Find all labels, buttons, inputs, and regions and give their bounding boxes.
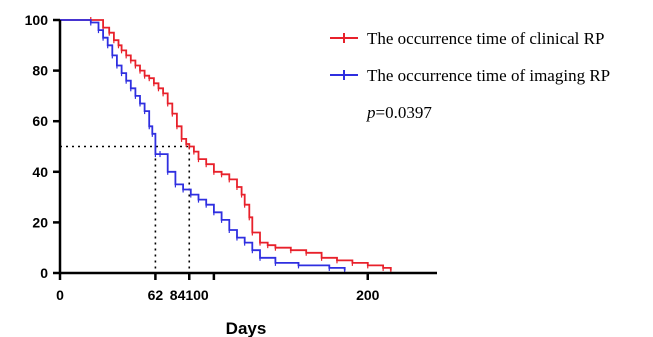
survival-curves bbox=[60, 17, 392, 274]
series-line-clinical bbox=[60, 19, 392, 271]
p-value-annotation: p=0.0397 bbox=[366, 103, 432, 122]
y-tick-label: 0 bbox=[40, 265, 48, 281]
y-tick-label: 40 bbox=[32, 164, 48, 180]
x-tick-label: 62 bbox=[148, 287, 164, 303]
axes bbox=[58, 20, 437, 275]
legend: The occurrence time of clinical RP The o… bbox=[330, 29, 610, 122]
x-tick-label: 200 bbox=[356, 287, 380, 303]
y-tick-label: 20 bbox=[32, 214, 48, 230]
x-tick-label: 84100 bbox=[170, 287, 209, 303]
legend-label-imaging: The occurrence time of imaging RP bbox=[367, 66, 610, 85]
median-guides bbox=[60, 145, 191, 273]
y-tick-label: 80 bbox=[32, 63, 48, 79]
x-axis-title: Days bbox=[226, 319, 267, 337]
legend-item-clinical: The occurrence time of clinical RP bbox=[330, 29, 604, 48]
legend-item-imaging: The occurrence time of imaging RP bbox=[330, 66, 610, 85]
tick-marks: 0 20 40 60 80 100 0 62 84100 200 bbox=[25, 12, 380, 303]
y-tick-label: 60 bbox=[32, 113, 48, 129]
p-symbol: p bbox=[366, 103, 376, 122]
legend-label-clinical: The occurrence time of clinical RP bbox=[367, 29, 604, 48]
p-value-text: =0.0397 bbox=[376, 103, 433, 122]
series-line-imaging bbox=[60, 19, 346, 271]
y-tick-label: 100 bbox=[25, 12, 49, 28]
x-tick-label: 0 bbox=[56, 287, 64, 303]
